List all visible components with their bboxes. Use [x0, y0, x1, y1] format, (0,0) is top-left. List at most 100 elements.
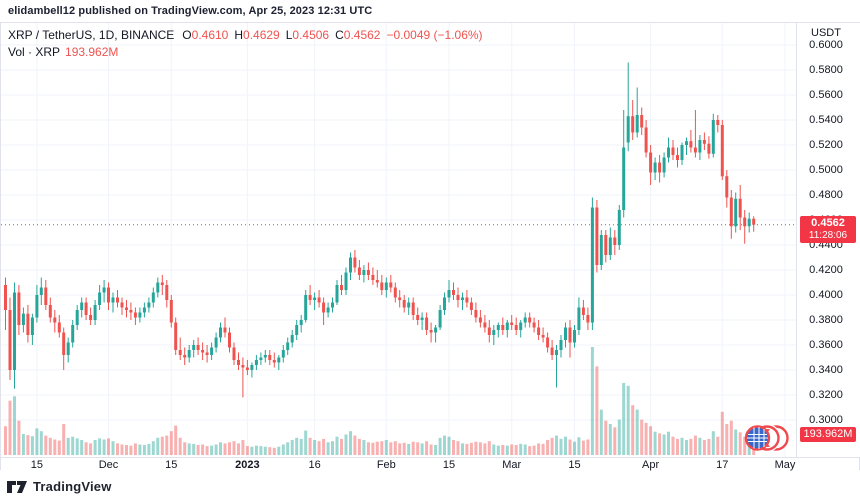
volume-bar	[384, 440, 388, 455]
volume-bar	[425, 441, 429, 455]
volume-bar	[658, 433, 662, 455]
candle-body	[402, 300, 406, 308]
price-axis-label: 0.3400	[809, 364, 843, 376]
time-axis[interactable]: 15 Dec 15 2023 16 Feb 15 Mar 15 Apr 17 May	[1, 457, 859, 471]
chart-pane[interactable]: XRP / TetherUS, 1D, BINANCE O0.4610 H0.462…	[1, 23, 796, 457]
candle-body	[581, 307, 585, 315]
volume-bar	[259, 446, 263, 455]
volume-bar	[4, 426, 7, 455]
last-price-value: 0.4562	[811, 216, 845, 229]
candle-body	[738, 198, 742, 218]
volume-bar	[667, 431, 670, 455]
candle-body	[702, 140, 706, 144]
candle-body	[425, 317, 429, 330]
chart-legend: XRP / TetherUS, 1D, BINANCE O0.4610 H0.462…	[8, 28, 483, 59]
price-axis-label: 0.4800	[809, 189, 843, 201]
volume-bar	[120, 444, 124, 455]
symbol-title[interactable]: XRP / TetherUS, 1D, BINANCE	[8, 28, 175, 42]
candlestick-chart[interactable]	[1, 23, 796, 457]
time-axis-label: 15	[30, 459, 44, 471]
volume-bar	[142, 445, 146, 455]
volume-bar	[299, 438, 303, 455]
candle-body	[461, 297, 464, 300]
candle-body	[635, 115, 639, 133]
candle-body	[626, 116, 630, 143]
bar-countdown: 11:28:06	[808, 229, 848, 241]
volume-bar	[393, 441, 397, 455]
volume-bar	[510, 444, 514, 455]
volume-bar	[8, 400, 12, 455]
volume-bar	[483, 443, 487, 455]
volume-bar	[178, 437, 182, 455]
candle-body	[716, 120, 720, 125]
price-axis-label: 0.5400	[809, 114, 843, 126]
volume-label: Vol · XRP	[8, 45, 61, 59]
volume-bar	[702, 440, 706, 455]
low-label: L	[285, 28, 293, 42]
candle-body	[747, 218, 751, 227]
volume-bar	[169, 431, 173, 455]
volume-bar	[725, 424, 729, 455]
candle-body	[245, 367, 249, 370]
volume-bar	[438, 437, 442, 455]
volume-bar	[478, 442, 482, 455]
candle-body	[340, 285, 343, 290]
volume-bar	[201, 444, 205, 455]
volume-bar	[187, 443, 191, 455]
candle-body	[281, 350, 285, 358]
price-axis-label: 0.4000	[809, 289, 843, 301]
footer: TradingView	[7, 476, 112, 496]
candle-body	[326, 307, 330, 313]
volume-bar	[452, 440, 455, 455]
volume-bar	[286, 442, 290, 455]
candle-body	[290, 335, 294, 343]
candle-body	[492, 330, 496, 335]
candle-body	[80, 302, 84, 310]
volume-bar	[129, 445, 133, 455]
candle-body	[317, 297, 321, 303]
volume-bar	[555, 435, 558, 455]
volume-bar	[26, 435, 30, 455]
volume-bar	[366, 442, 370, 455]
candle-body	[62, 332, 66, 355]
volume-bar	[649, 426, 653, 455]
volume-bar	[537, 443, 541, 455]
volume-bar	[277, 446, 281, 455]
candle-body	[640, 115, 644, 128]
volume-bar	[165, 435, 169, 455]
volume-bar	[228, 442, 231, 455]
volume-bar	[380, 441, 384, 455]
volume-legend-row[interactable]: Vol · XRP 193.962M	[8, 45, 483, 59]
candle-body	[129, 310, 133, 313]
volume-bar	[416, 442, 420, 455]
tradingview-logo-icon[interactable]	[7, 478, 28, 495]
candle-body	[17, 292, 21, 325]
volume-bar	[93, 440, 97, 455]
symbol-legend-row[interactable]: XRP / TetherUS, 1D, BINANCE O0.4610 H0.462…	[8, 28, 483, 42]
candle-body	[116, 297, 119, 303]
volume-bar	[17, 420, 21, 455]
volume-bar	[631, 405, 635, 455]
candle-body	[680, 145, 684, 160]
candle-body	[685, 141, 688, 145]
candle-body	[183, 355, 187, 358]
candle-body	[26, 313, 30, 335]
candle-body	[658, 162, 662, 173]
price-axis[interactable]: USDT 0.4562 11:28:06 193.962M 0.6000 0.58…	[796, 23, 860, 457]
candle-body	[456, 295, 460, 300]
tradingview-brand-text[interactable]: TradingView	[33, 478, 112, 494]
candle-body	[232, 347, 236, 360]
candle-body	[590, 207, 594, 323]
candle-body	[519, 322, 523, 330]
candle-body	[138, 312, 142, 318]
candle-body	[107, 287, 110, 303]
candle-body	[8, 310, 12, 370]
volume-bar	[340, 438, 343, 455]
candle-body	[169, 300, 173, 323]
candle-body	[30, 317, 34, 335]
volume-bar	[214, 444, 218, 455]
volume-bar	[66, 437, 70, 455]
candle-body	[13, 292, 16, 370]
candle-body	[196, 345, 200, 350]
